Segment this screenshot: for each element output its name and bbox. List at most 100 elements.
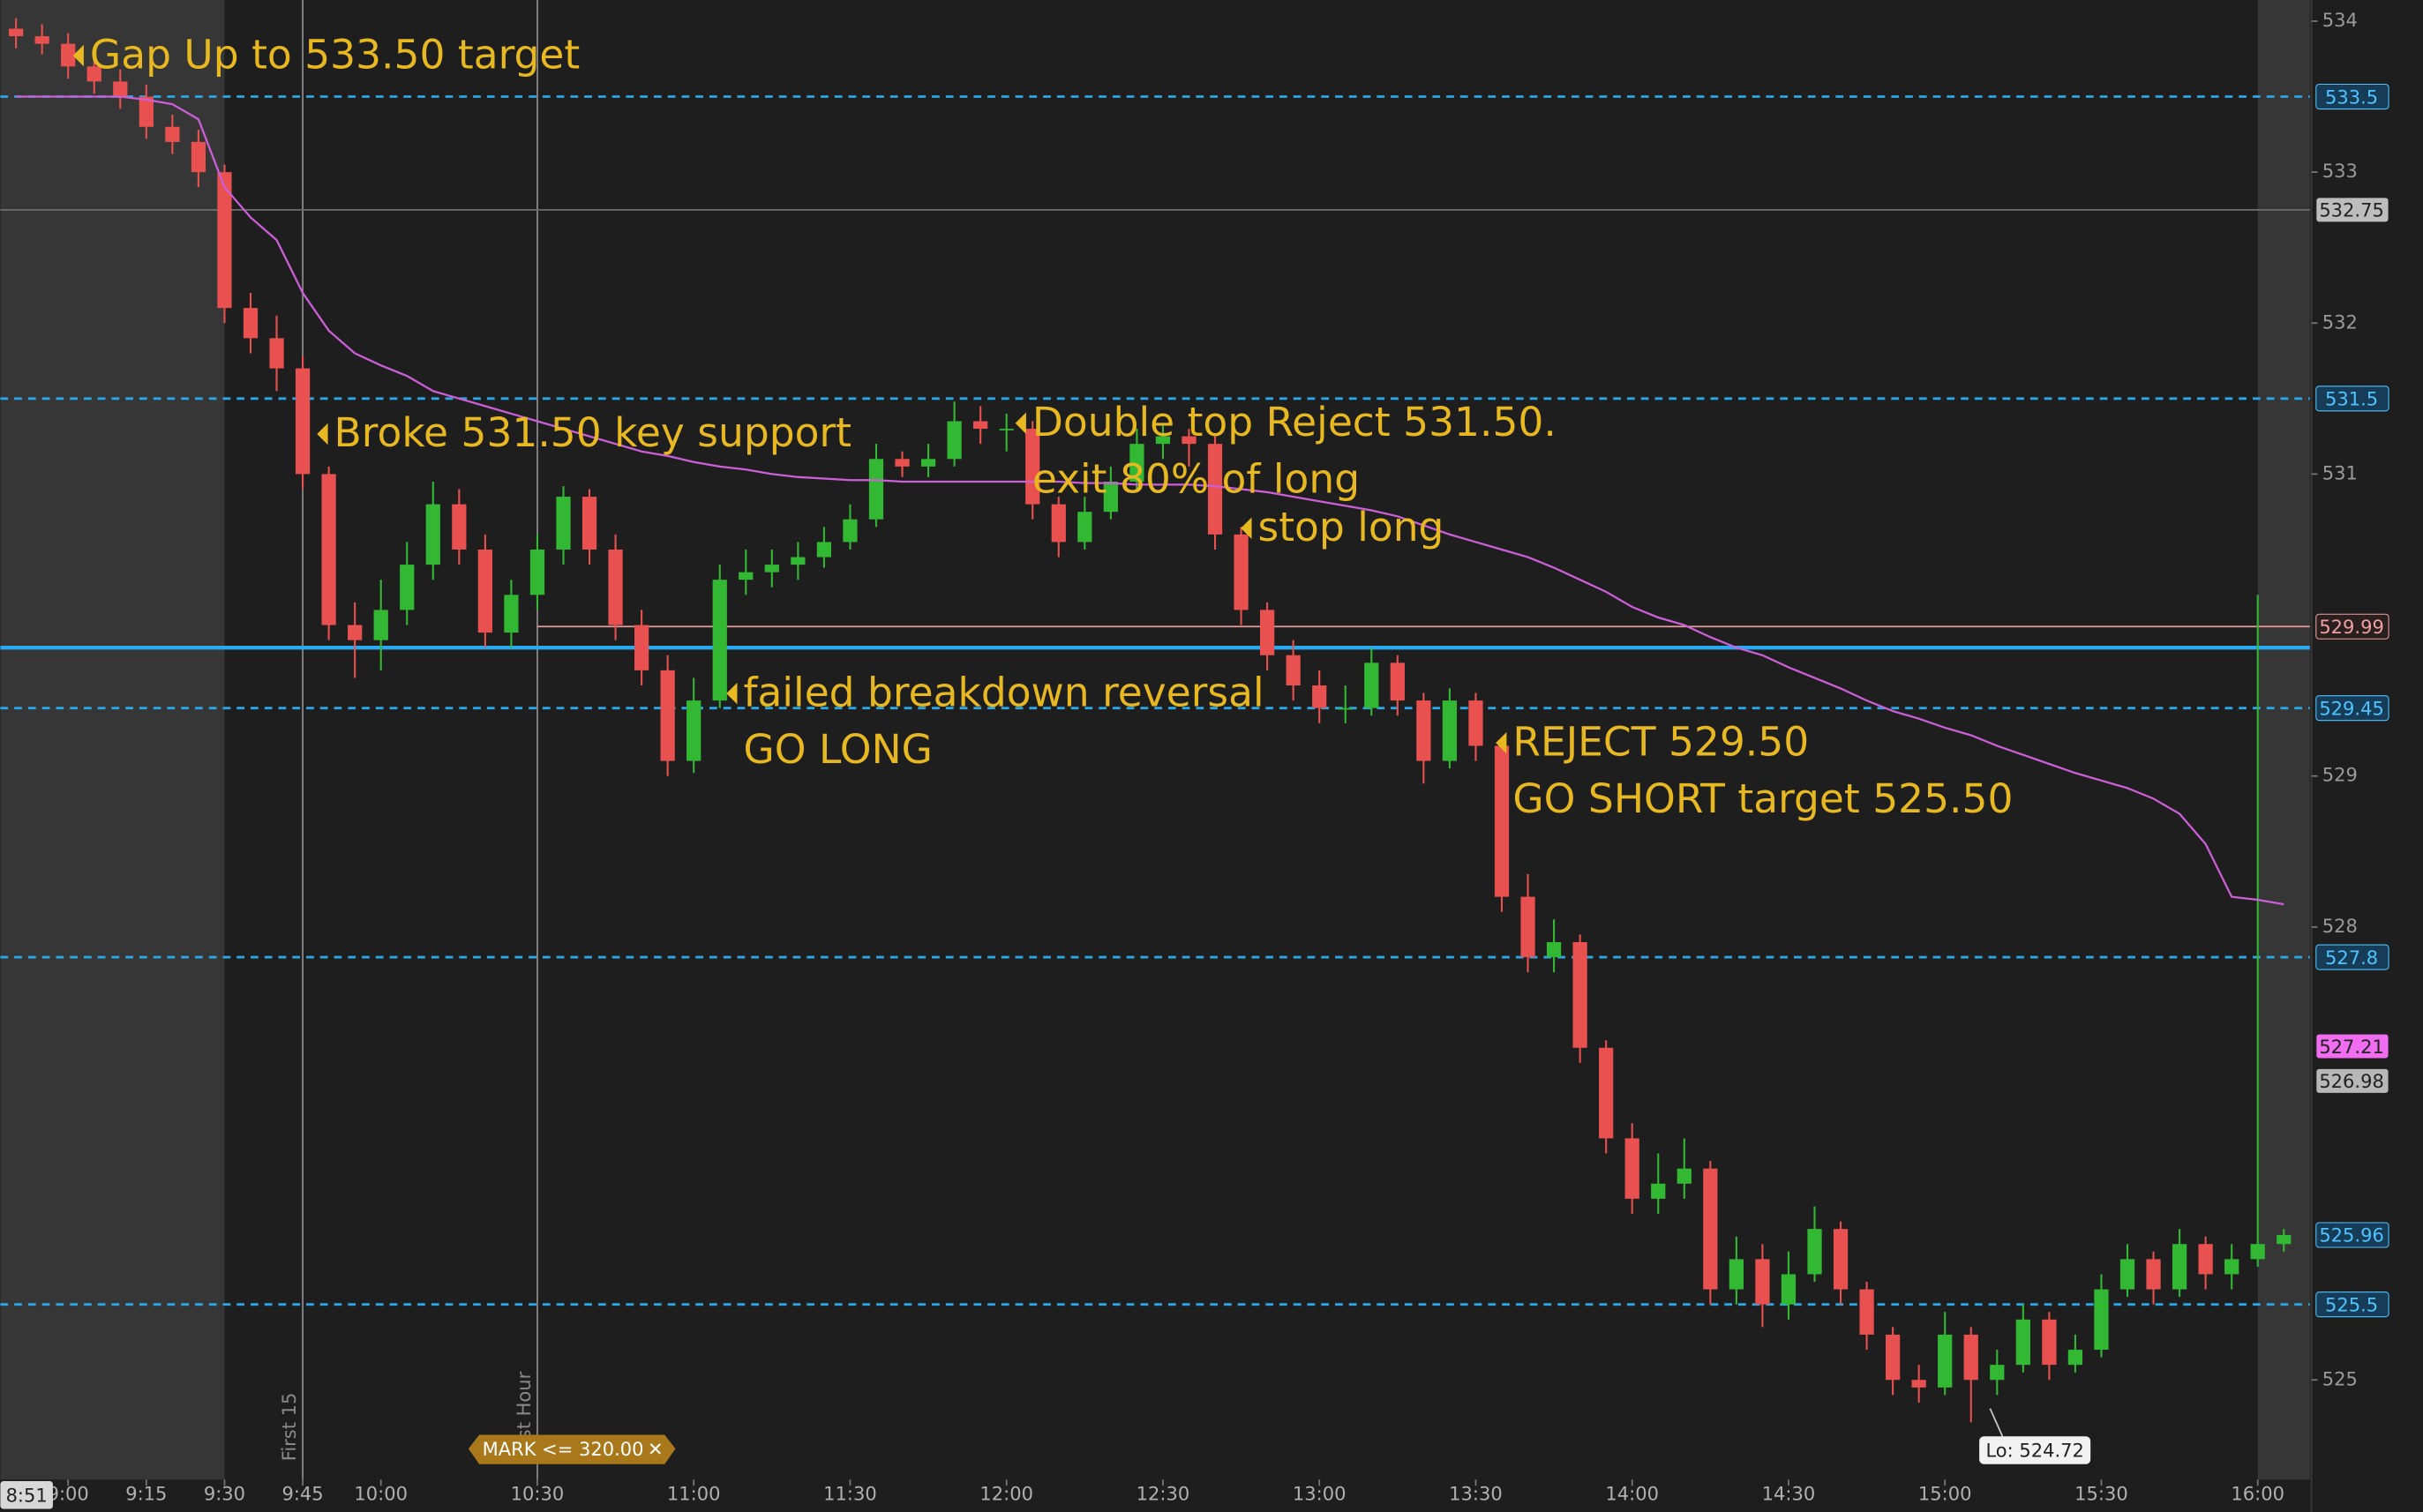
- price-level-box: [2315, 613, 2389, 640]
- price-level-box: [2315, 1067, 2389, 1094]
- price-level-box: [2315, 1222, 2389, 1248]
- candle-body: [999, 429, 1014, 430]
- candle-body: [660, 670, 675, 761]
- candle-body: [1103, 481, 1119, 513]
- candle-body: [9, 28, 24, 37]
- low-label-box: [1979, 1436, 2091, 1464]
- price-level-label: 532.75: [2319, 200, 2383, 221]
- x-tick-label: 9:30: [204, 1484, 245, 1505]
- candle-body: [1546, 941, 1562, 958]
- candle-body: [2198, 1244, 2213, 1275]
- session-shade: [0, 0, 225, 1480]
- annotation-pointer: [1496, 731, 1507, 754]
- price-level-label: 525.96: [2319, 1225, 2383, 1246]
- candle-body: [1416, 700, 1431, 761]
- candle-body: [1025, 429, 1040, 505]
- annotation-text: exit 80% of long: [1032, 456, 1360, 503]
- candle-body: [1624, 1138, 1639, 1199]
- candle-body: [1781, 1274, 1797, 1305]
- candle-body: [1911, 1380, 1926, 1388]
- candle-body: [2042, 1319, 2057, 1366]
- candle-body: [1990, 1365, 2005, 1381]
- x-tick-label: 15:30: [2074, 1484, 2128, 1505]
- annotation-pointer: [72, 44, 84, 67]
- annotation-pointer: [1241, 517, 1252, 540]
- candle-body: [1338, 707, 1353, 710]
- candle-body: [321, 474, 336, 625]
- candle-body: [2250, 1244, 2265, 1260]
- price-level-box: [2315, 944, 2389, 970]
- candle-body: [425, 504, 440, 565]
- candle-body: [400, 565, 415, 610]
- candle-body: [295, 368, 311, 475]
- price-level-box: [2315, 84, 2389, 110]
- candle-body: [1390, 662, 1405, 701]
- candle-body: [1494, 745, 1510, 897]
- annotation-text: Gap Up to 533.50 target: [90, 31, 580, 78]
- candle-body: [34, 36, 49, 44]
- candle-body: [191, 141, 206, 173]
- candle-body: [843, 519, 858, 543]
- price-level-box: [2315, 695, 2389, 722]
- candle-body: [348, 625, 363, 640]
- y-tick-label: 531: [2322, 462, 2358, 483]
- candle-body: [113, 81, 128, 97]
- candle-body: [86, 66, 101, 82]
- price-level-label: 525.5: [2325, 1294, 2378, 1315]
- candle-body: [1051, 504, 1066, 543]
- candle-body: [1468, 700, 1483, 746]
- candle-body: [634, 625, 649, 670]
- x-tick-label: 16:00: [2231, 1484, 2284, 1505]
- candle-body: [529, 549, 545, 595]
- x-tick-label: 14:00: [1605, 1484, 1659, 1505]
- y-tick-label: 525: [2322, 1368, 2358, 1389]
- x-tick-label: 9:15: [125, 1484, 167, 1505]
- candle-body: [1677, 1168, 1692, 1184]
- price-level-label: 527.21: [2319, 1037, 2383, 1058]
- x-tick-label: 9:45: [281, 1484, 323, 1505]
- badge-shape: [468, 1434, 676, 1464]
- annotation-pointer: [317, 423, 328, 445]
- candle-body: [712, 580, 727, 701]
- candle-body: [920, 459, 936, 467]
- annotation-text: GO LONG: [744, 726, 933, 773]
- candle-body: [269, 338, 284, 369]
- candle-body: [1703, 1168, 1718, 1290]
- candle-body: [373, 610, 388, 640]
- candle-body: [973, 421, 988, 430]
- annotation-text: REJECT 529.50: [1512, 718, 1809, 765]
- y-tick-label: 532: [2322, 311, 2358, 333]
- candle-body: [581, 497, 597, 550]
- candle-body: [1364, 662, 1379, 708]
- cursor-time: 8:51: [6, 1485, 48, 1506]
- mark-badge[interactable]: MARK <= 320.00 ✕: [468, 1434, 676, 1464]
- candle-body: [1077, 512, 1092, 543]
- badge-close-icon[interactable]: ✕: [648, 1439, 664, 1460]
- x-tick-label: 10:00: [354, 1484, 408, 1505]
- candle-body: [608, 549, 623, 625]
- candle-body: [1651, 1183, 1666, 1199]
- y-tick-label: 533: [2322, 161, 2358, 182]
- annotation-pointer: [726, 682, 738, 705]
- candle-body: [165, 126, 180, 142]
- candle-body: [477, 549, 492, 633]
- x-tick-label: 11:00: [667, 1484, 721, 1505]
- candle-body: [1181, 436, 1196, 445]
- x-tick-label: 9:00: [48, 1484, 89, 1505]
- candle-body: [1442, 700, 1458, 761]
- candle-body: [739, 572, 754, 580]
- annotation-pointer: [1015, 412, 1026, 434]
- candle-body: [764, 565, 779, 573]
- annotation-text: failed breakdown reversal: [744, 669, 1264, 715]
- candle-body: [139, 96, 154, 127]
- y-tick-label: 528: [2322, 916, 2358, 937]
- x-tick-label: 13:00: [1293, 1484, 1347, 1505]
- price-level-box: [2315, 385, 2389, 412]
- candle-body: [1755, 1259, 1770, 1305]
- x-tick-label: 12:30: [1136, 1484, 1190, 1505]
- vwap-line: [16, 95, 2284, 906]
- candle-body: [2172, 1244, 2187, 1290]
- price-level-label: 526.98: [2319, 1071, 2383, 1092]
- candle-body: [1833, 1229, 1849, 1290]
